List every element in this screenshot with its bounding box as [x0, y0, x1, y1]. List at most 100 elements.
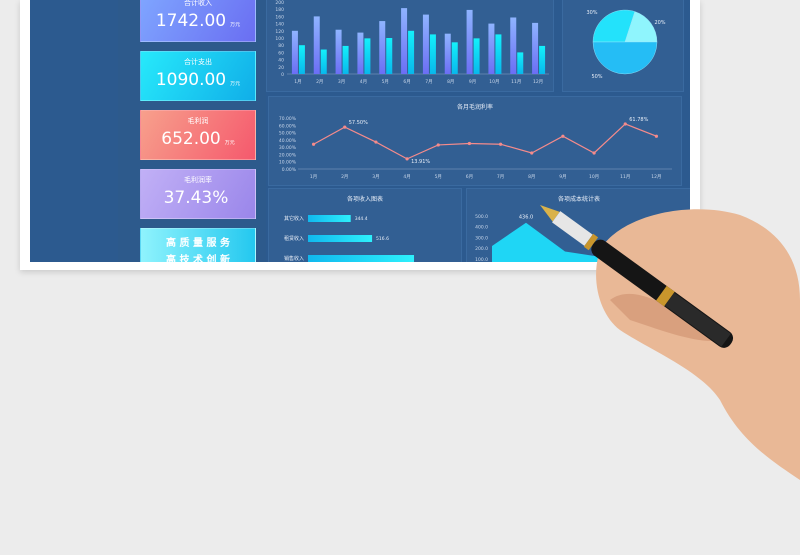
x-tick-label: 11月 [511, 79, 521, 85]
y-tick-label: 160 [275, 14, 284, 20]
kpi-card: 毛利润 652.00 万元 [140, 110, 256, 160]
x-tick-label: 12月 [533, 79, 543, 85]
bar-series1 [422, 14, 429, 75]
bar-series1 [466, 9, 473, 75]
kpi-value: 652.00 万元 [161, 129, 235, 149]
y-tick-label: 180 [275, 7, 284, 13]
bar-series1 [510, 17, 517, 74]
category-label: 租赁收入 [284, 235, 304, 242]
bar-series2 [539, 45, 546, 74]
y-tick-label: 0.00% [282, 167, 297, 173]
kpi-value: 37.43% [163, 188, 229, 208]
line-point [654, 134, 659, 138]
bar-series1 [488, 23, 495, 75]
y-tick-label: 100.0 [475, 257, 488, 262]
y-tick-label: 100 [275, 36, 284, 42]
bar-series2 [429, 34, 436, 74]
x-tick-label: 1月 [294, 79, 301, 85]
line-point [561, 134, 565, 138]
y-tick-label: 70.00% [279, 116, 297, 122]
kpi-card: 合计收入 1742.00 万元 [140, 0, 256, 42]
line-point [405, 157, 409, 161]
x-tick-label: 7月 [497, 174, 504, 180]
frame-bottom [20, 262, 700, 270]
x-tick-label: 10月 [589, 174, 599, 180]
x-tick-label: 10月 [489, 79, 499, 85]
slogan-card: 高 质 量 服 务 高 技 术 创 新 [140, 228, 256, 262]
line-point [343, 125, 347, 129]
kpi-label: 合计收入 [184, 0, 212, 7]
bar-series2 [408, 30, 415, 74]
income-bar [308, 255, 415, 262]
x-tick-label: 1月 [310, 174, 317, 180]
kpi-value: 1742.00 万元 [155, 11, 241, 31]
income-bar [308, 215, 351, 222]
line-point [530, 151, 534, 155]
kpi-unit: 万元 [230, 22, 241, 28]
y-tick-label: 20.00% [279, 152, 297, 158]
pie-slice [592, 41, 658, 75]
x-tick-label: 4月 [360, 79, 367, 85]
line-point [498, 142, 503, 146]
x-tick-label: 5月 [435, 174, 442, 180]
x-tick-label: 2月 [316, 79, 323, 85]
x-tick-label: 12月 [651, 174, 661, 180]
y-tick-label: 0 [281, 72, 284, 78]
pie-label: 30% [586, 10, 597, 16]
bar-series2 [495, 34, 502, 74]
bar-series1 [335, 29, 342, 74]
line-point [592, 151, 596, 155]
x-tick-label: 9月 [469, 79, 476, 85]
bar-series2 [342, 45, 349, 74]
bar-series1 [379, 21, 386, 74]
data-label: 344.4 [355, 216, 368, 222]
bar-series2 [517, 52, 524, 74]
line-point [467, 141, 472, 146]
bar-series1 [313, 16, 320, 74]
x-tick-label: 8月 [447, 79, 454, 85]
x-tick-label: 5月 [382, 79, 389, 85]
x-tick-label: 6月 [466, 174, 473, 180]
x-tick-label: 2月 [341, 174, 348, 180]
line-panel: 各月毛润利率 [268, 96, 682, 186]
y-tick-label: 60 [278, 50, 284, 56]
kpi-label: 合计支出 [184, 58, 212, 66]
kpi-unit: 万元 [224, 140, 235, 146]
data-label: 436.0 [519, 215, 533, 221]
bar-series2 [473, 38, 480, 74]
line-point [374, 140, 378, 144]
income-bar [308, 235, 373, 242]
pie-slice [592, 9, 636, 43]
x-tick-label: 6月 [403, 79, 410, 85]
x-tick-label: 3月 [338, 79, 345, 85]
x-tick-label: 11月 [620, 174, 630, 180]
data-label: 13.91% [411, 159, 430, 165]
line-title: 各月毛润利率 [456, 104, 493, 111]
y-tick-label: 40 [278, 58, 284, 64]
kpi-label: 毛利润率 [184, 176, 212, 184]
pie-slice [624, 11, 658, 43]
category-label: 销售收入 [284, 255, 304, 262]
category-label: 其它收入 [284, 215, 304, 222]
line-point [623, 122, 627, 126]
bar-series1 [291, 30, 298, 74]
kpi-label: 毛利润 [187, 117, 209, 125]
y-tick-label: 140 [275, 22, 284, 28]
bar-series2 [298, 45, 305, 74]
income-title: 各项收入图表 [346, 196, 383, 203]
bar-series2 [320, 49, 327, 74]
data-label: 61.78% [629, 117, 648, 123]
y-tick-label: 10.00% [279, 160, 297, 166]
x-tick-label: 8月 [528, 174, 535, 180]
y-tick-label: 500.0 [475, 214, 488, 220]
y-tick-label: 80 [278, 43, 284, 49]
bar-series2 [386, 38, 393, 74]
data-label: 516.6 [376, 236, 389, 242]
kpi-unit: 万元 [230, 81, 241, 87]
pie-label: 20% [654, 20, 665, 26]
y-tick-label: 50.00% [279, 131, 297, 137]
slogan-line2: 高 技 术 创 新 [166, 255, 230, 262]
y-tick-label: 400.0 [475, 225, 488, 231]
y-tick-label: 30.00% [279, 145, 297, 151]
